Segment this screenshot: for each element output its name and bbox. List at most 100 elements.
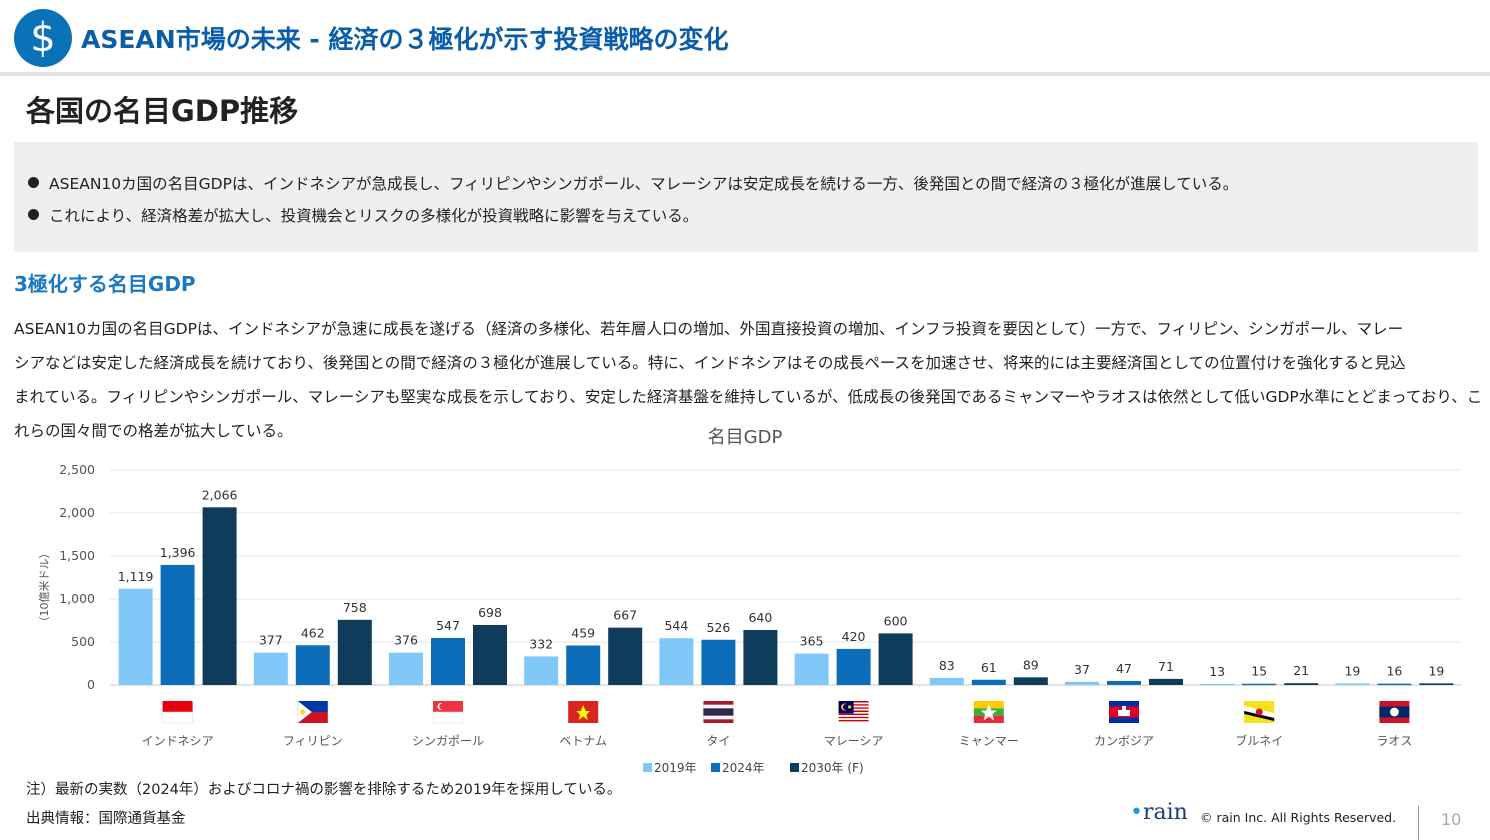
summary-bullet-text: これにより、経済格差が拡大し、投資機会とリスクの多様化が投資戦略に影響を与えてい… — [49, 207, 699, 225]
vietnam-flag-icon — [568, 701, 599, 723]
data-label: 640 — [748, 610, 772, 625]
bar — [971, 679, 1006, 685]
bar — [836, 648, 871, 685]
bar — [1107, 680, 1141, 685]
category-label: マレーシア — [824, 734, 884, 748]
category-label: インドネシア — [142, 734, 214, 748]
data-label: 544 — [664, 618, 688, 633]
body-paragraph: ASEAN10カ国の名目GDPは、インドネシアが急速に成長を遂げる（経済の多様化… — [14, 312, 1483, 448]
data-label: 61 — [981, 660, 997, 675]
data-label: 365 — [800, 634, 824, 649]
laos-flag-icon — [1379, 701, 1410, 723]
bar — [389, 652, 423, 685]
data-label: 16 — [1386, 664, 1402, 679]
data-label: 13 — [1209, 664, 1225, 679]
data-label: 420 — [842, 629, 866, 644]
y-tick-label: 2,000 — [59, 505, 95, 520]
legend-swatch — [711, 763, 720, 772]
category-label: ラオス — [1376, 734, 1412, 748]
summary-bullet: これにより、経済格差が拡大し、投資機会とリスクの多様化が投資戦略に影響を与えてい… — [28, 204, 698, 226]
data-label: 47 — [1116, 661, 1132, 676]
data-label: 89 — [1023, 657, 1039, 672]
singapore-flag-icon — [432, 701, 464, 724]
data-label: 332 — [529, 636, 553, 651]
bullet-dot-icon — [28, 177, 39, 188]
water-drop-icon: • — [1130, 800, 1143, 825]
data-label: 600 — [884, 613, 908, 628]
bar — [473, 624, 507, 685]
data-label: 2,066 — [202, 487, 238, 502]
data-label: 377 — [259, 633, 283, 648]
legend-label: 2019年 — [654, 761, 697, 775]
body-line: まれている。フィリピンやシンガポール、マレーシアも堅実な成長を示しており、安定し… — [14, 388, 1483, 406]
chart-title: 名目GDP — [708, 427, 783, 448]
data-label: 547 — [436, 618, 460, 633]
data-label: 667 — [613, 608, 637, 623]
y-axis-label: （10億米ドル） — [38, 548, 51, 628]
body-line: ASEAN10カ国の名目GDPは、インドネシアが急速に成長を遂げる（経済の多様化… — [14, 320, 1404, 338]
data-label: 526 — [706, 620, 730, 635]
category-label: シンガポール — [412, 734, 484, 748]
bar — [431, 637, 465, 685]
gdp-bar-chart: 名目GDP 0 500 1,000 1,500 2,000 2,500 （10億米ドル） 1,1… — [38, 427, 1462, 775]
bar — [659, 638, 694, 685]
y-tick-label: 0 — [87, 677, 95, 692]
category-label: フィリピン — [283, 734, 343, 748]
header-divider — [0, 72, 1490, 76]
brunei-flag-icon — [1244, 701, 1275, 723]
bar — [608, 627, 643, 685]
y-tick-label: 2,500 — [59, 462, 95, 477]
bar — [1335, 683, 1370, 685]
category-label: カンボジア — [1094, 734, 1154, 748]
category-label: ベトナム — [559, 734, 607, 748]
category-label: タイ — [706, 734, 730, 748]
data-label: 1,396 — [160, 545, 196, 560]
body-line: れらの国々間での格差が拡大している。 — [14, 422, 293, 440]
source-credit: 出典情報：国際通貨基金 — [26, 811, 186, 827]
page-separator — [1418, 806, 1419, 840]
y-tick-label: 1,500 — [59, 548, 95, 563]
data-label: 19 — [1344, 663, 1360, 678]
summary-bullet: ASEAN10カ国の名目GDPは、インドネシアが急成長し、フィリピンやシンガポー… — [28, 172, 1238, 194]
indonesia-flag-icon — [162, 701, 193, 724]
philippines-flag-icon — [297, 701, 328, 723]
data-label: 376 — [394, 633, 418, 648]
data-label: 21 — [1293, 663, 1309, 678]
bar — [929, 677, 964, 685]
bar — [337, 619, 372, 685]
bar — [878, 633, 913, 685]
data-label: 698 — [478, 605, 502, 620]
bar — [1242, 683, 1277, 686]
bullet-dot-icon — [28, 209, 39, 220]
bar — [566, 645, 601, 685]
y-tick-label: 500 — [71, 634, 95, 649]
summary-box: ASEAN10カ国の名目GDPは、インドネシアが急成長し、フィリピンやシンガポー… — [14, 142, 1478, 252]
bar — [1377, 683, 1412, 686]
rain-logo-text: rain — [1142, 800, 1188, 825]
body-line: シアなどは安定した経済成長を続けており、後発国との間で経済の３極化が進展している… — [14, 354, 1406, 372]
data-label: 15 — [1251, 664, 1267, 679]
data-label: 1,119 — [118, 569, 154, 584]
bar — [701, 639, 736, 685]
category-label: ミャンマー — [959, 734, 1019, 748]
bar — [743, 629, 778, 685]
bar — [794, 653, 829, 685]
subheading: 3極化する名目GDP — [14, 272, 196, 296]
dollar-icon: $ — [14, 9, 72, 67]
bar — [1200, 683, 1235, 686]
bar — [1284, 683, 1319, 685]
legend-label: 2024年 — [722, 761, 765, 775]
data-label: 71 — [1158, 659, 1174, 674]
page-number: 10 — [1441, 810, 1462, 829]
bar — [1065, 681, 1099, 685]
data-label: 19 — [1428, 663, 1444, 678]
bar — [295, 645, 330, 685]
data-label: 758 — [343, 600, 367, 615]
bar — [1013, 677, 1048, 685]
bar — [118, 588, 153, 685]
rain-logo: •rain — [1130, 800, 1188, 825]
legend-label: 2030年 (F) — [801, 761, 864, 775]
bar — [253, 652, 288, 685]
bar — [1149, 678, 1183, 685]
malaysia-flag-icon — [838, 701, 869, 723]
